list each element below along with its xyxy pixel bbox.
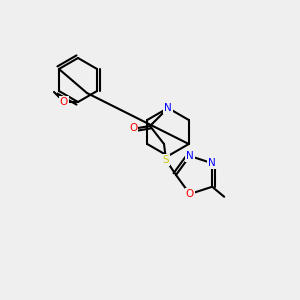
Text: O: O bbox=[186, 189, 194, 199]
Text: N: N bbox=[208, 158, 216, 168]
Text: N: N bbox=[164, 103, 172, 113]
Text: N: N bbox=[186, 151, 194, 161]
Text: O: O bbox=[60, 97, 68, 107]
Text: O: O bbox=[129, 123, 137, 133]
Text: S: S bbox=[163, 155, 169, 165]
